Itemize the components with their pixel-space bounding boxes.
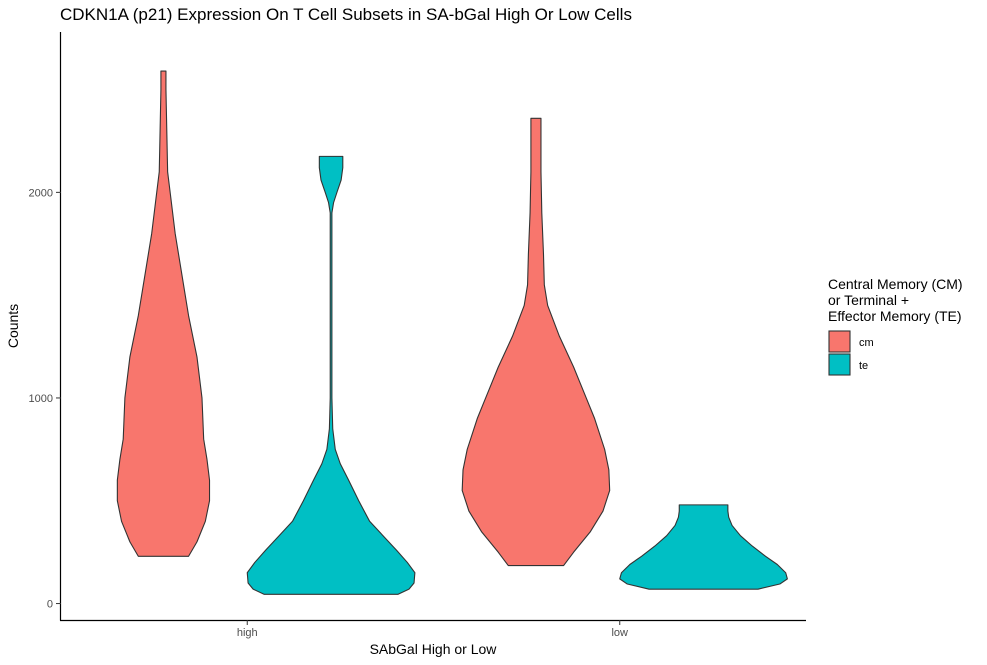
y-tick-label: 1000: [29, 393, 53, 405]
chart-title: CDKN1A (p21) Expression On T Cell Subset…: [60, 5, 632, 24]
violin-cm-low: [461, 117, 611, 567]
legend-key-cm: [828, 330, 851, 353]
violin-te-high: [246, 155, 416, 595]
y-axis-title: Counts: [5, 304, 21, 348]
y-tick-label: 0: [47, 599, 53, 611]
legend-label-cm: cm: [859, 337, 874, 349]
legend-title-line: or Terminal +: [828, 292, 909, 308]
legend-title-line: Effector Memory (TE): [828, 308, 962, 324]
x-axis-ticks: high low: [237, 620, 628, 639]
x-tick-label: low: [611, 627, 628, 639]
legend-label-te: te: [859, 360, 868, 372]
y-axis-ticks: 0 1000 2000: [29, 187, 61, 611]
plot-area: [116, 70, 788, 595]
violin-cm-high: [116, 70, 211, 557]
violin-te-low: [619, 504, 788, 590]
y-tick-label: 2000: [29, 187, 53, 199]
legend: Central Memory (CM) or Terminal + Effect…: [828, 276, 963, 376]
legend-title-line: Central Memory (CM): [828, 276, 963, 292]
x-tick-label: high: [237, 627, 258, 639]
legend-key-te: [828, 353, 851, 376]
x-axis-title: SAbGal High or Low: [370, 641, 498, 657]
